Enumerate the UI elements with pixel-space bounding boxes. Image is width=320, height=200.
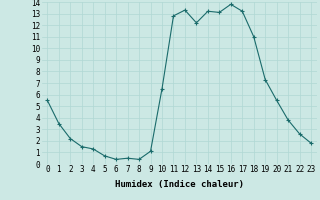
- X-axis label: Humidex (Indice chaleur): Humidex (Indice chaleur): [115, 180, 244, 189]
